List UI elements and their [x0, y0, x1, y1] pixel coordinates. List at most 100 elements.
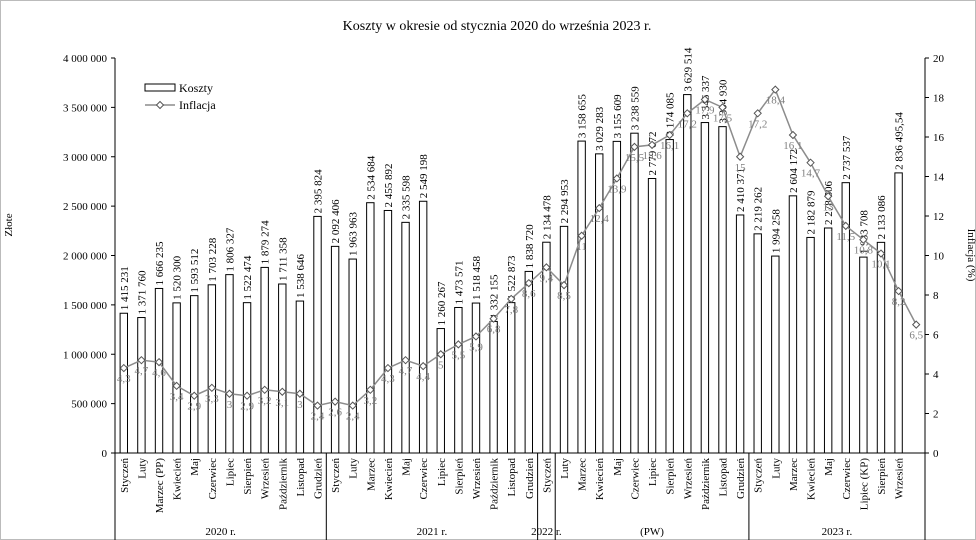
line-value-label: 3,2 — [363, 395, 377, 407]
x-tick-label: Luty — [559, 458, 571, 479]
bar — [559, 225, 569, 454]
line-value-label: 5,5 — [451, 349, 465, 361]
line-marker — [788, 130, 798, 140]
line-marker — [401, 355, 410, 365]
line-marker — [489, 314, 498, 323]
x-tick-label: Sierpień — [242, 458, 254, 495]
x-tick-label: Grudzień — [735, 458, 747, 499]
line-marker — [771, 85, 780, 94]
x-tick-label: Marzec — [577, 458, 589, 491]
x-tick-label: Marzec (PP) — [154, 458, 166, 514]
bar-value-label: 1 994 258 — [770, 209, 782, 254]
y2-tick-label: 16 — [933, 132, 945, 144]
bar — [330, 245, 340, 454]
line-marker — [278, 387, 287, 396]
line-value-label: 3 — [227, 399, 233, 411]
line-value-label: 2,9 — [187, 401, 201, 413]
x-tick-label: Wrzesień — [894, 458, 906, 500]
bar-value-label: 1 593 512 — [189, 249, 201, 293]
bar — [718, 126, 727, 454]
bar — [841, 182, 850, 454]
bar-value-label: 3 029 283 — [594, 106, 606, 151]
line — [123, 88, 917, 407]
bar — [418, 200, 428, 454]
y2-axis-title: Inflacja (%) — [965, 229, 976, 282]
x-tick-label: Grudzień — [313, 458, 325, 499]
bar — [383, 209, 393, 454]
group-label: 2023 r. — [822, 526, 853, 538]
x-tick-label: Lipiec — [436, 458, 448, 486]
bar-value-label: 1 711 358 — [277, 237, 289, 281]
x-tick-label: Marzec — [788, 458, 800, 491]
line-marker — [383, 363, 393, 373]
x-tick-label: Październik — [277, 458, 289, 510]
bar — [348, 258, 357, 454]
bar-value-label: 1 538 646 — [295, 254, 307, 299]
x-tick-label: Sierpień — [876, 458, 888, 495]
line-marker — [418, 361, 428, 371]
line-marker — [524, 278, 534, 288]
bar-value-label: 1 666 235 — [154, 241, 166, 286]
line-value-label: 14,7 — [801, 168, 821, 180]
line-value-label: 17,9 — [695, 104, 715, 116]
line-value-label: 3,3 — [205, 393, 219, 405]
line-marker — [190, 391, 199, 400]
line-value-label: 3,2 — [258, 395, 272, 407]
x-tick-label: Czerwiec — [418, 458, 430, 500]
group-label: (PW) — [640, 526, 664, 538]
line-marker — [647, 140, 657, 150]
line-marker — [735, 152, 745, 161]
line-value-label: 15,5 — [625, 152, 645, 164]
bar — [506, 302, 516, 454]
bar-value-label: 2 335 598 — [401, 175, 413, 220]
x-tick-label: Maj — [612, 458, 624, 476]
x-tick-label: Kwiecień — [594, 458, 606, 501]
x-tick-label: Luty — [770, 458, 782, 479]
x-tick-label: Kwiecień — [383, 458, 395, 501]
line-marker — [577, 231, 586, 240]
bar-value-label: 3 238 559 — [629, 86, 641, 131]
line-value-label: 2,4 — [346, 411, 360, 423]
bar-value-label: 3 158 655 — [577, 94, 589, 139]
line-marker — [806, 158, 815, 167]
x-tick-label: Lipiec — [647, 458, 659, 486]
y-tick-label: 1 500 000 — [63, 300, 108, 312]
bar-value-label: 1 522 873 — [506, 255, 518, 300]
line-value-label: 3,4 — [170, 391, 184, 403]
bar — [207, 284, 217, 454]
bar-value-label: 2 455 892 — [383, 163, 395, 207]
bar — [771, 255, 780, 454]
line-marker — [154, 357, 164, 367]
x-tick-label: Listopad — [506, 458, 518, 497]
y-tick-label: 3 000 000 — [63, 152, 108, 164]
bar — [172, 302, 181, 454]
y-tick-label: 3 500 000 — [63, 102, 108, 114]
chart-title: Koszty w okresie od stycznia 2020 do wrz… — [343, 19, 652, 34]
group-label: 2022 r. — [531, 526, 562, 538]
line-value-label: 4,7 — [399, 365, 413, 377]
bar — [242, 302, 252, 454]
line-value-label: 15 — [735, 162, 747, 174]
bar-value-label: 2 133 086 — [876, 195, 888, 240]
x-tick-label: Maj — [189, 458, 201, 476]
line-value-label: 9,4 — [540, 272, 554, 284]
line-value-label: 10,8 — [854, 245, 874, 257]
line-marker — [753, 109, 762, 118]
bar-value-label: 1 260 267 — [436, 281, 448, 326]
line-marker — [700, 95, 710, 104]
line-marker — [119, 363, 129, 373]
bar-value-label: 2 182 879 — [806, 190, 818, 235]
x-tick-label: Listopad — [295, 458, 307, 497]
line-marker — [506, 294, 516, 304]
bar-value-label: 1 332 155 — [489, 274, 501, 319]
x-tick-label: Marzec — [365, 458, 377, 491]
bar-value-label: 1 879 274 — [260, 220, 272, 265]
bar — [471, 302, 481, 454]
line-marker — [295, 389, 305, 398]
line-marker — [348, 401, 357, 410]
group-label: 2021 r. — [417, 526, 448, 538]
line-value-label: 11,5 — [836, 231, 855, 243]
x-tick-label: Styczeń — [330, 458, 342, 493]
bar-value-label: 2 294 953 — [559, 179, 571, 224]
bar — [823, 227, 833, 454]
